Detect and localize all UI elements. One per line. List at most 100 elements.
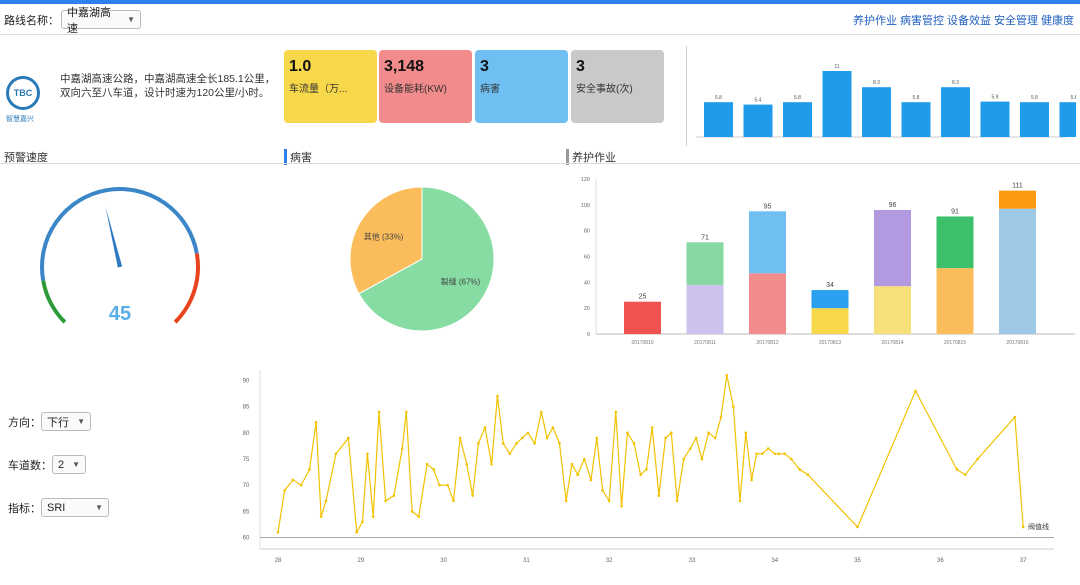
line-point [589,478,593,482]
stack-segment [936,268,974,334]
company-logo: TBC [6,76,40,110]
card-energy-label: 设备能耗(KW) [384,84,447,95]
y-tick-label: 0 [587,332,590,338]
stack-segment [936,216,974,269]
nav-safety[interactable]: 安全管理 [994,15,1038,27]
line-point [976,457,979,461]
nav-disease[interactable]: 病害管控 [900,15,944,27]
y-tick-label: 100 [581,203,590,209]
line-point [334,452,338,456]
bar-label: 5.4 [755,98,762,104]
stack-segment [749,273,786,334]
x-tick-label: 31 [523,558,530,564]
stack-segment [686,284,724,334]
card-disease[interactable]: 3 病害 [475,50,568,123]
card-accident[interactable]: 3 安全事故(次) [571,50,664,123]
nav-health[interactable]: 健康度 [1041,15,1074,27]
direction-select-value: 下行 [47,416,69,429]
lanes-select[interactable]: 2 ▼ [52,455,86,474]
bar-label: 5.8 [794,95,801,101]
line-point [657,494,661,497]
stack-segment [811,308,849,334]
bar-label: 8.3 [873,80,880,86]
card-traffic-value: 1.0 [289,58,312,75]
x-tick-label: 35 [854,558,861,564]
line-point [732,405,735,408]
line-point [914,389,917,393]
bar [783,102,812,137]
card-disease-value: 3 [480,58,489,75]
line-point [614,410,618,414]
card-energy[interactable]: 3,148 设备能耗(KW) [379,50,472,123]
chevron-down-icon: ▼ [95,503,103,512]
x-tick-label: 20170810 [631,340,653,346]
line-point [551,426,555,429]
section-title-maintenance: 养护作业 [566,149,616,165]
route-selector-row: 路线名称： 中嘉湖高速 ▼ [4,7,141,35]
line-point [664,436,667,440]
card-traffic-label: 车流量（万... [289,84,348,95]
stack-segment [874,286,911,334]
stack-segment [749,211,786,274]
bar [980,101,1010,137]
line-point [755,452,758,456]
line-point [632,441,636,445]
bar [743,104,773,137]
line-point [515,441,518,445]
line-point [773,452,777,456]
x-tick-label: 28 [275,558,282,564]
lanes-row: 车道数： 2 ▼ [8,455,86,474]
index-select[interactable]: SRI ▼ [41,498,109,517]
card-accident-label: 安全事故(次) [576,84,633,95]
line-point [533,441,536,445]
stack-segment [811,290,849,309]
bar [1020,102,1049,137]
line-point [576,473,580,477]
stack-segment [874,210,911,287]
bar [1059,102,1076,137]
nav-maintenance[interactable]: 养护作业 [853,15,897,27]
line-point [465,462,469,466]
line-point [682,457,685,461]
logo-subtitle: 智慧嘉兴 [6,116,34,123]
stack-segment [999,208,1036,334]
line-point [777,452,781,456]
top-bar-chart: 5.8 5.4 5.8 11 8.3 5.8 8.3 5.9 5.8 5.8 [696,64,1076,138]
line-point [432,468,435,471]
nav-equipment[interactable]: 设备效益 [947,15,991,27]
x-tick-label: 20170812 [756,340,778,346]
top-accent-bar [0,0,1080,4]
line-point [483,426,487,429]
direction-select[interactable]: 下行 ▼ [41,412,91,431]
line-point [508,452,512,456]
bar-total-label: 25 [639,294,647,301]
index-label: 指标： [8,502,41,515]
line-point [689,447,692,450]
line-point [384,499,387,503]
card-traffic[interactable]: 1.0 车流量（万... [284,50,377,123]
line-point [595,436,599,440]
logo-text: TBC [13,88,33,98]
line-point [496,394,499,398]
chevron-down-icon: ▼ [127,15,135,24]
line-point [719,415,723,419]
bar-label: 5.8 [1071,95,1076,101]
line-point [366,452,369,456]
line-point [725,373,729,377]
route-description: 中嘉湖高速公路，中嘉湖高速全长185.1公里，双向六至八车道，设计时速为120公… [60,73,276,99]
line-point [694,436,698,440]
route-select[interactable]: 中嘉湖高速 ▼ [61,7,141,35]
y-tick-label: 60 [243,536,250,542]
line-point [806,473,810,477]
card-energy-value: 3,148 [384,58,425,75]
bar [704,102,733,137]
y-tick-label: 75 [243,457,250,463]
lanes-label: 车道数： [8,459,52,472]
route-select-value: 中嘉湖高速 [67,6,111,35]
route-label: 路线名称： [4,14,59,27]
line-point [601,489,604,492]
disease-pie-chart: 裂缝 (67%) 其他 (33%) [349,186,495,332]
bar [822,71,852,137]
line-point [520,436,524,440]
line-point [446,483,450,487]
